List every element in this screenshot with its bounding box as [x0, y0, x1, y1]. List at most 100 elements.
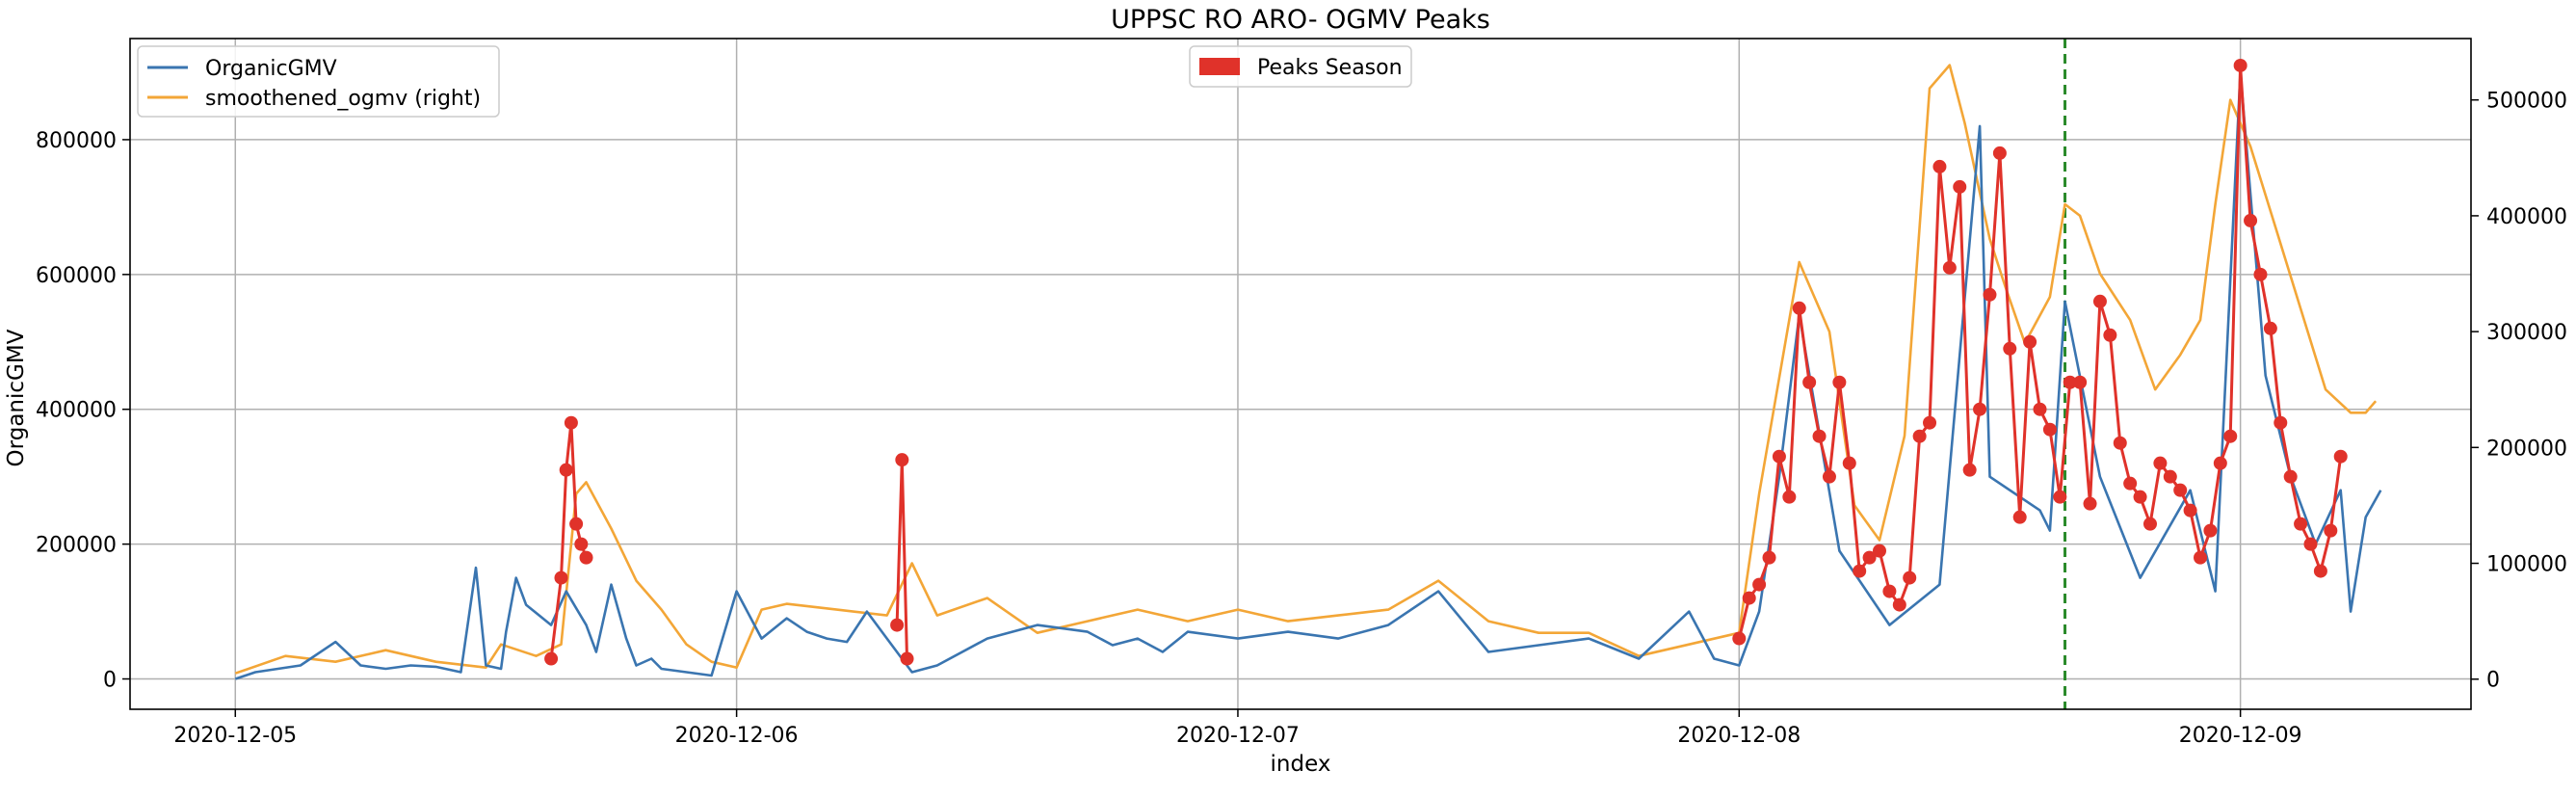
peak-point — [2233, 58, 2247, 72]
peak-point — [2073, 375, 2088, 389]
peak-point — [2183, 503, 2197, 517]
peak-point — [1762, 550, 1776, 565]
peak-point — [2194, 550, 2208, 565]
gridlines — [130, 39, 2471, 709]
peak-point — [2033, 402, 2047, 416]
peak-point — [2333, 449, 2348, 464]
y-tick-label-left: 200000 — [36, 534, 117, 558]
peak-point — [2223, 429, 2238, 443]
smoothened-ogmv-line — [234, 64, 2378, 675]
y-tick-label-right: 500000 — [2486, 90, 2567, 114]
legend-center: Peaks Season — [1189, 45, 1412, 88]
peak-point — [2063, 375, 2077, 389]
peak-point — [1812, 429, 1827, 443]
peak-point — [1792, 301, 1806, 315]
peak-point — [1903, 570, 1917, 585]
organicgmv-line — [234, 70, 2382, 680]
peak-point — [2083, 496, 2097, 511]
peak-point — [2053, 490, 2067, 504]
y-tick-label-right: 400000 — [2486, 205, 2567, 229]
peak-point — [2003, 341, 2017, 356]
peak-point — [2244, 213, 2258, 227]
legend-peaks-label: Peaks Season — [1257, 56, 1403, 80]
peak-point — [2092, 294, 2107, 308]
peak-point — [544, 651, 559, 666]
legend-smooth-label: smoothened_ogmv (right) — [205, 87, 481, 111]
peak-point — [1832, 375, 1847, 389]
peak-point — [1872, 544, 1886, 558]
peak-point — [1962, 463, 1977, 477]
y-tick-label-left: 800000 — [36, 129, 117, 153]
peak-point — [1953, 179, 1967, 194]
peak-point — [2142, 517, 2157, 531]
x-tick-label: 2020-12-08 — [1677, 724, 1801, 748]
legend-left-box — [137, 45, 500, 118]
y-tick-label-right: 100000 — [2486, 553, 2567, 577]
legend-left: OrganicGMV smoothened_ogmv (right) — [137, 45, 500, 118]
x-tick-label: 2020-12-07 — [1176, 724, 1300, 748]
peak-point — [1842, 456, 1856, 470]
y-tick-label-right: 300000 — [2486, 321, 2567, 345]
peak-point — [1742, 591, 1756, 605]
peak-point — [895, 453, 909, 467]
peak-point — [1732, 631, 1747, 646]
peak-point — [559, 463, 573, 477]
peak-point — [2012, 510, 2027, 524]
chart-title: UPPSC RO ARO- OGMV Peaks — [1111, 5, 1490, 35]
x-axis-ticks: 2020-12-05 2020-12-06 2020-12-07 2020-12-08… — [173, 709, 2302, 748]
peak-point — [1983, 287, 1997, 302]
peak-point — [574, 537, 589, 551]
peak-point — [2153, 456, 2168, 470]
peak-point — [1822, 469, 1836, 484]
peak-point — [2274, 415, 2288, 430]
peak-point — [1923, 415, 1937, 430]
peak-point — [579, 550, 593, 565]
y-tick-label-right: 0 — [2486, 669, 2500, 693]
peak-point — [900, 651, 914, 666]
series-organicgmv — [234, 70, 2382, 680]
peak-point — [1992, 146, 2007, 160]
legend-peaks-swatch — [1199, 58, 1240, 75]
peak-point — [1932, 159, 1947, 173]
peaks-line — [1737, 64, 2343, 639]
peak-point — [2163, 469, 2177, 484]
y-axis-label: OrganicGMV — [4, 329, 29, 466]
plot-frame — [129, 38, 2472, 710]
x-tick-label: 2020-12-09 — [2179, 724, 2302, 748]
peak-point — [2023, 334, 2037, 349]
peak-point — [1752, 577, 1767, 592]
peak-point — [554, 570, 568, 585]
x-tick-label: 2020-12-06 — [675, 724, 799, 748]
legend-organic-label: OrganicGMV — [205, 57, 337, 81]
peak-point — [1912, 429, 1927, 443]
peak-point — [569, 517, 584, 531]
peak-point — [2283, 469, 2298, 484]
peak-point — [2113, 436, 2127, 450]
y-tick-label-left: 400000 — [36, 399, 117, 423]
peak-point — [2203, 523, 2218, 538]
peak-point — [2324, 523, 2338, 538]
peak-point — [1802, 375, 1817, 389]
peak-point — [2042, 422, 2057, 437]
series-peaks-season — [544, 58, 2348, 666]
peak-point — [2294, 517, 2308, 531]
peak-point — [2123, 476, 2138, 491]
series-smoothened-ogmv — [234, 64, 2378, 675]
peak-point — [1882, 584, 1897, 598]
peak-point — [1853, 564, 1867, 578]
peak-point — [1942, 260, 1957, 275]
peak-point — [2313, 564, 2327, 578]
x-axis-label: index — [1271, 752, 1331, 777]
peak-point — [564, 415, 578, 430]
peak-point — [1973, 402, 1987, 416]
peak-point — [2213, 456, 2227, 470]
y-tick-label-left: 600000 — [36, 264, 117, 288]
peak-point — [1892, 597, 1906, 612]
x-tick-label: 2020-12-05 — [173, 724, 297, 748]
y-axis-right-ticks: 0 100000 200000 300000 400000 500000 — [2471, 90, 2567, 693]
peak-point — [1782, 490, 1797, 504]
legend-center-box — [1189, 45, 1412, 88]
peak-point — [2303, 537, 2318, 551]
peak-point — [1772, 449, 1786, 464]
